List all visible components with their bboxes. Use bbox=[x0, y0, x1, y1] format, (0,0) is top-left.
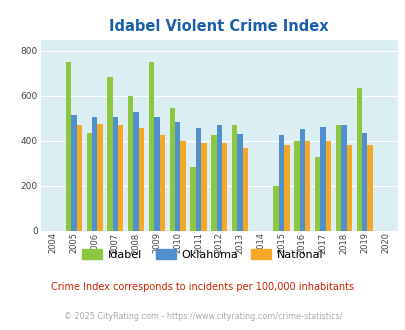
Bar bbox=[66, 62, 71, 231]
Bar bbox=[284, 145, 289, 231]
Bar bbox=[190, 167, 195, 231]
Bar bbox=[200, 143, 206, 231]
Text: Crime Index corresponds to incidents per 100,000 inhabitants: Crime Index corresponds to incidents per… bbox=[51, 282, 354, 292]
Bar bbox=[113, 117, 118, 231]
Bar bbox=[149, 62, 154, 231]
Bar bbox=[325, 141, 330, 231]
Bar bbox=[71, 115, 77, 231]
Bar bbox=[180, 141, 185, 231]
Bar bbox=[304, 141, 310, 231]
Bar bbox=[356, 88, 361, 231]
Bar bbox=[77, 125, 82, 231]
Title: Idabel Violent Crime Index: Idabel Violent Crime Index bbox=[109, 19, 328, 34]
Bar bbox=[294, 141, 299, 231]
Bar bbox=[139, 128, 144, 231]
Bar bbox=[159, 135, 164, 231]
Bar bbox=[340, 125, 346, 231]
Bar bbox=[222, 143, 227, 231]
Bar bbox=[231, 125, 237, 231]
Bar bbox=[299, 129, 304, 231]
Bar bbox=[346, 145, 351, 231]
Bar bbox=[237, 134, 242, 231]
Bar bbox=[211, 135, 216, 231]
Bar bbox=[175, 122, 180, 231]
Bar bbox=[216, 125, 222, 231]
Bar bbox=[154, 117, 159, 231]
Bar bbox=[133, 112, 139, 231]
Bar bbox=[97, 124, 102, 231]
Bar bbox=[195, 128, 200, 231]
Bar bbox=[278, 135, 284, 231]
Bar bbox=[335, 125, 340, 231]
Bar bbox=[118, 125, 123, 231]
Bar bbox=[107, 77, 113, 231]
Text: © 2025 CityRating.com - https://www.cityrating.com/crime-statistics/: © 2025 CityRating.com - https://www.city… bbox=[64, 312, 341, 321]
Bar bbox=[361, 133, 367, 231]
Bar bbox=[242, 148, 247, 231]
Bar bbox=[86, 133, 92, 231]
Bar bbox=[320, 127, 325, 231]
Bar bbox=[169, 108, 175, 231]
Bar bbox=[128, 96, 133, 231]
Legend: Idabel, Oklahoma, National: Idabel, Oklahoma, National bbox=[78, 245, 327, 264]
Bar bbox=[273, 186, 278, 231]
Bar bbox=[92, 117, 97, 231]
Bar bbox=[314, 157, 320, 231]
Bar bbox=[367, 145, 372, 231]
